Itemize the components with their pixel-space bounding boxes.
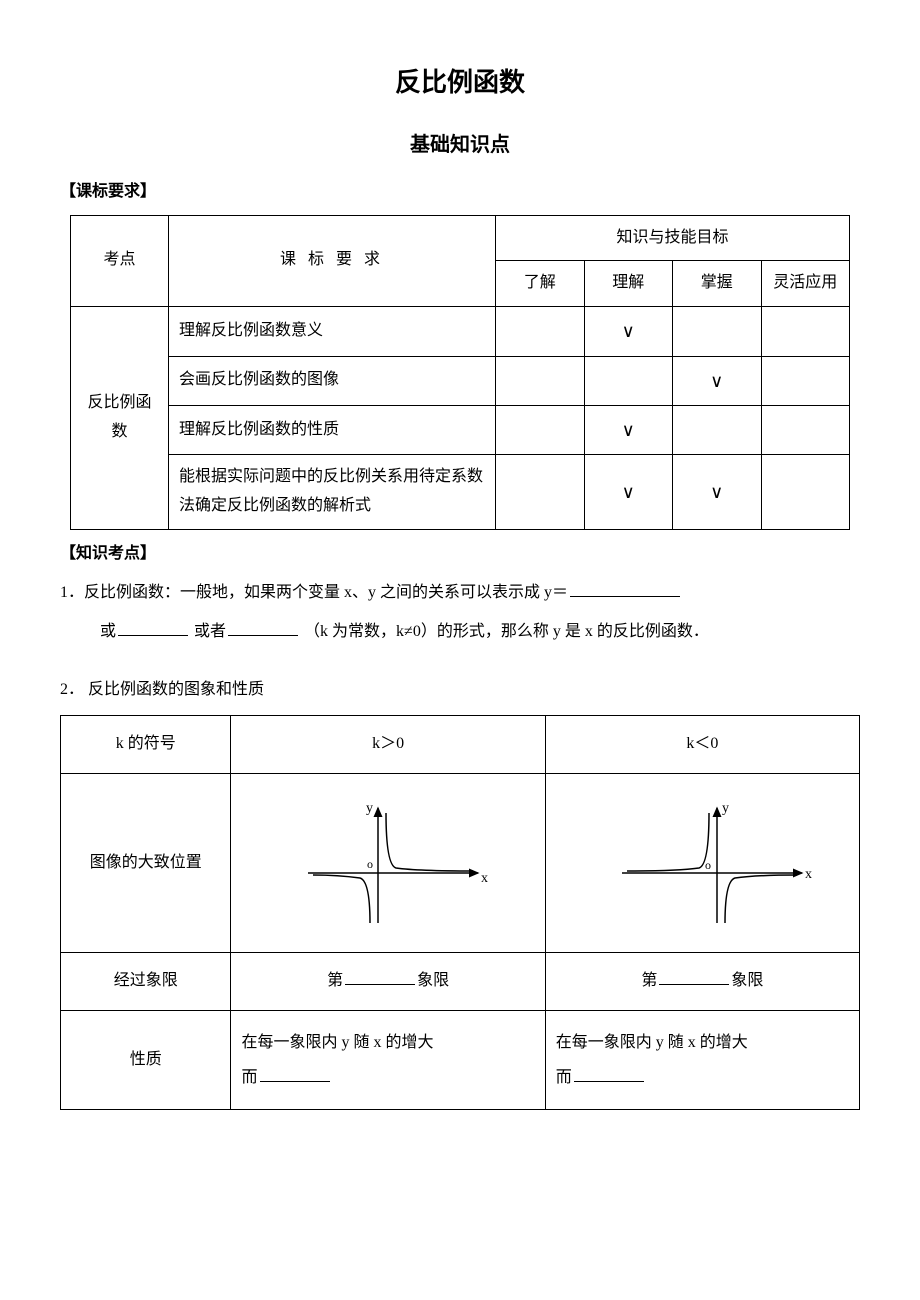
point-1-cont: 或 或者 （k 为常数，k≠0）的形式，那么称 y 是 x 的反比例函数． <box>60 618 860 647</box>
td-mark-0-1: ∨ <box>584 307 672 356</box>
th-requirement: 课 标 要 求 <box>169 215 496 307</box>
td-mark-2-2 <box>673 405 761 454</box>
prop-text-b-1: 而 <box>241 1069 257 1086</box>
axis-x-label-2: x <box>805 867 812 882</box>
th-sub-1: 理解 <box>584 261 672 307</box>
td-mark-1-1 <box>584 356 672 405</box>
td-mark-1-0 <box>496 356 584 405</box>
blank-2 <box>118 619 188 636</box>
td-mark-2-0 <box>496 405 584 454</box>
hyperbola-positive-icon: x y o <box>278 798 498 928</box>
th-topic: 考点 <box>71 215 169 307</box>
t2-r1-c1: k＞0 <box>231 716 545 774</box>
p1-text-a: 1．反比例函数：一般地，如果两个变量 x、y 之间的关系可以表示成 y＝ <box>60 584 568 601</box>
t2-r1-label: k 的符号 <box>61 716 231 774</box>
td-mark-3-3 <box>761 455 850 530</box>
t2-r4-label: 性质 <box>61 1010 231 1109</box>
origin-label-2: o <box>705 858 711 872</box>
point-2: 2． 反比例函数的图象和性质 <box>60 676 860 705</box>
prop-text-b-2: 而 <box>556 1069 572 1086</box>
td-mark-0-0 <box>496 307 584 356</box>
blank-1 <box>570 580 680 597</box>
t2-r4-c2: 在每一象限内 y 随 x 的增大 而 <box>545 1010 859 1109</box>
axis-y-label: y <box>366 801 373 816</box>
quad-suffix-2: 象限 <box>731 972 763 989</box>
standards-table: 考点 课 标 要 求 知识与技能目标 了解 理解 掌握 灵活应用 反比例函数 理… <box>70 215 850 530</box>
th-sub-2: 掌握 <box>673 261 761 307</box>
th-sub-0: 了解 <box>496 261 584 307</box>
td-mark-1-3 <box>761 356 850 405</box>
td-mark-2-3 <box>761 405 850 454</box>
axis-y-label-2: y <box>722 801 729 816</box>
properties-table: k 的符号 k＞0 k＜0 图像的大致位置 x y o <box>60 715 860 1110</box>
quad-prefix-1: 第 <box>327 972 343 989</box>
blank-quad-1 <box>345 968 415 985</box>
td-req-3: 能根据实际问题中的反比例关系用待定系数法确定反比例函数的解析式 <box>169 455 496 530</box>
prop-text-a-2: 在每一象限内 y 随 x 的增大 <box>556 1034 748 1051</box>
blank-prop-1 <box>260 1065 330 1082</box>
p1-text-c: 或者 <box>194 623 226 640</box>
graph-k-negative: x y o <box>545 773 859 952</box>
td-mark-3-0 <box>496 455 584 530</box>
td-mark-0-3 <box>761 307 850 356</box>
axis-x-label: x <box>481 871 488 886</box>
t2-r4-c1: 在每一象限内 y 随 x 的增大 而 <box>231 1010 545 1109</box>
quad-prefix-2: 第 <box>641 972 657 989</box>
prop-text-a-1: 在每一象限内 y 随 x 的增大 <box>241 1034 433 1051</box>
hyperbola-negative-icon: x y o <box>592 798 812 928</box>
td-mark-2-1: ∨ <box>584 405 672 454</box>
td-req-0: 理解反比例函数意义 <box>169 307 496 356</box>
p1-text-d: （k 为常数，k≠0）的形式，那么称 y 是 x 的反比例函数． <box>304 623 709 640</box>
page-subtitle: 基础知识点 <box>60 127 860 163</box>
t2-r2-label: 图像的大致位置 <box>61 773 231 952</box>
origin-label: o <box>367 857 373 871</box>
td-mark-3-2: ∨ <box>673 455 761 530</box>
point-1: 1．反比例函数：一般地，如果两个变量 x、y 之间的关系可以表示成 y＝ <box>60 579 860 608</box>
td-req-1: 会画反比例函数的图像 <box>169 356 496 405</box>
page-title: 反比例函数 <box>60 60 860 107</box>
t2-r1-c2: k＜0 <box>545 716 859 774</box>
quad-suffix-1: 象限 <box>417 972 449 989</box>
section-points-label: 【知识考点】 <box>60 540 860 569</box>
blank-3 <box>228 619 298 636</box>
td-mark-1-2: ∨ <box>673 356 761 405</box>
graph-k-positive: x y o <box>231 773 545 952</box>
th-sub-3: 灵活应用 <box>761 261 850 307</box>
blank-prop-2 <box>574 1065 644 1082</box>
td-req-2: 理解反比例函数的性质 <box>169 405 496 454</box>
td-topic: 反比例函数 <box>71 307 169 530</box>
section-standards-label: 【课标要求】 <box>60 178 860 207</box>
td-mark-3-1: ∨ <box>584 455 672 530</box>
p1-text-b: 或 <box>100 623 116 640</box>
t2-r3-c2: 第 象限 <box>545 952 859 1010</box>
t2-r3-c1: 第 象限 <box>231 952 545 1010</box>
blank-quad-2 <box>659 968 729 985</box>
td-mark-0-2 <box>673 307 761 356</box>
t2-r3-label: 经过象限 <box>61 952 231 1010</box>
th-skills-group: 知识与技能目标 <box>496 215 850 261</box>
